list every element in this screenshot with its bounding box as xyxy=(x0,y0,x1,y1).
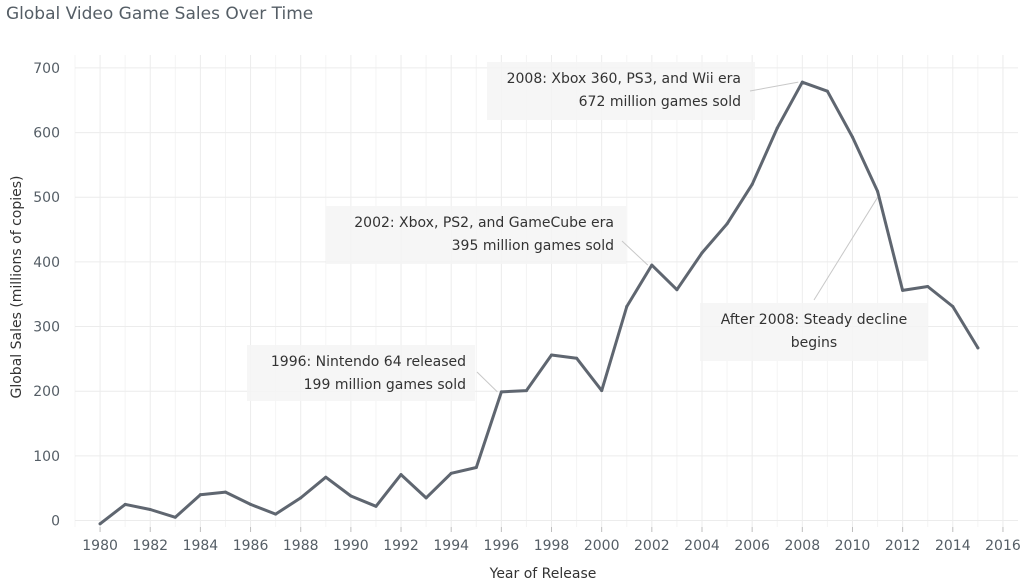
annotation-connector xyxy=(749,81,799,92)
annotation-text: After 2008: Steady decline xyxy=(721,312,908,328)
y-tick-label: 200 xyxy=(33,384,60,400)
data-point-1995 xyxy=(474,466,478,470)
data-point-1991 xyxy=(374,504,378,508)
data-point-1982 xyxy=(148,508,152,512)
data-point-1980 xyxy=(98,522,102,526)
data-point-1994 xyxy=(449,471,453,475)
annotation-box xyxy=(700,303,928,361)
data-point-2009 xyxy=(825,89,829,93)
annotation-text: 395 million games sold xyxy=(452,238,614,254)
data-point-1989 xyxy=(324,475,328,479)
x-tick-label: 1986 xyxy=(233,538,269,554)
y-tick-label: 600 xyxy=(33,126,60,142)
series-line xyxy=(98,80,980,526)
data-point-2012 xyxy=(901,288,905,292)
data-point-2013 xyxy=(926,284,930,288)
data-point-2006 xyxy=(750,182,754,186)
annotation-2002: 2002: Xbox, PS2, and GameCube era 395 mil… xyxy=(326,206,649,266)
data-point-2001 xyxy=(625,305,629,309)
annotation-connector xyxy=(621,240,649,266)
data-point-1985 xyxy=(223,490,227,494)
y-tick-label: 400 xyxy=(33,255,60,271)
x-tick-label: 1982 xyxy=(132,538,168,554)
data-point-1996 xyxy=(499,390,503,394)
data-point-2005 xyxy=(725,222,729,226)
x-tick-label: 2012 xyxy=(885,538,921,554)
annotation-connector xyxy=(476,371,498,393)
annotation-text: 1996: Nintendo 64 released xyxy=(271,354,466,370)
y-tick-label: 700 xyxy=(33,61,60,77)
annotations: 1996: Nintendo 64 released 199 million ga… xyxy=(247,62,928,401)
annotation-text: 199 million games sold xyxy=(304,377,466,393)
annotation-box xyxy=(487,62,755,120)
x-tick-label: 2004 xyxy=(684,538,720,554)
y-tick-label: 300 xyxy=(33,320,60,336)
annotation-2008: 2008: Xbox 360, PS3, and Wii era 672 mill… xyxy=(487,62,799,120)
x-tick-label: 2008 xyxy=(784,538,820,554)
data-point-1988 xyxy=(299,496,303,500)
data-point-1999 xyxy=(575,356,579,360)
x-tick-label: 1984 xyxy=(183,538,219,554)
data-point-1984 xyxy=(198,493,202,497)
data-point-2007 xyxy=(775,126,779,130)
y-tick-label: 500 xyxy=(33,190,60,206)
annotation-text: begins xyxy=(791,335,837,351)
annotation-1996: 1996: Nintendo 64 released 199 million ga… xyxy=(247,345,498,401)
data-point-2000 xyxy=(600,389,604,393)
annotation-text: 2002: Xbox, PS2, and GameCube era xyxy=(354,215,614,231)
x-tick-label: 1998 xyxy=(534,538,570,554)
x-tick-label: 2016 xyxy=(985,538,1021,554)
x-tick-label: 1994 xyxy=(433,538,469,554)
data-point-2010 xyxy=(850,135,854,139)
data-point-1998 xyxy=(550,353,554,357)
x-tick-label: 2010 xyxy=(835,538,871,554)
data-point-1983 xyxy=(173,515,177,519)
series-group xyxy=(98,80,980,526)
y-tick-label: 100 xyxy=(33,449,60,465)
annotation-box xyxy=(247,345,475,401)
data-point-1993 xyxy=(424,496,428,500)
x-tick-label: 1996 xyxy=(484,538,520,554)
data-point-1987 xyxy=(274,512,278,516)
data-point-2008 xyxy=(800,80,804,84)
data-point-1997 xyxy=(524,389,528,393)
annotation-text: 2008: Xbox 360, PS3, and Wii era xyxy=(507,71,741,87)
x-tick-label: 1990 xyxy=(333,538,369,554)
x-tick-label: 2006 xyxy=(734,538,770,554)
data-point-2014 xyxy=(951,305,955,309)
annotation-after-2008: After 2008: Steady decline begins xyxy=(700,197,928,361)
x-tick-label: 2000 xyxy=(584,538,620,554)
data-point-1986 xyxy=(249,502,253,506)
data-point-2015 xyxy=(976,346,980,350)
y-axis-ticks: 0 100 200 300 400 500 600 700 xyxy=(33,61,60,530)
annotation-text: 672 million games sold xyxy=(579,94,741,110)
grid xyxy=(74,55,1018,527)
data-point-2004 xyxy=(700,251,704,255)
annotation-connector xyxy=(813,197,878,301)
x-axis-ticks: 1980 1982 1984 1986 1988 1990 1992 1994 1996 1998… xyxy=(82,527,1021,554)
data-point-2002 xyxy=(650,263,654,267)
x-tick-label: 1992 xyxy=(383,538,419,554)
data-point-1992 xyxy=(399,473,403,477)
data-point-2011 xyxy=(876,189,880,193)
x-axis-title: Year of Release xyxy=(489,566,597,582)
data-point-1981 xyxy=(123,502,127,506)
y-tick-label: 0 xyxy=(51,514,60,530)
data-point-2003 xyxy=(675,288,679,292)
chart-title: Global Video Game Sales Over Time xyxy=(6,4,314,24)
x-tick-label: 1980 xyxy=(82,538,118,554)
data-point-1990 xyxy=(349,494,353,498)
x-tick-label: 2014 xyxy=(935,538,971,554)
x-tick-label: 2002 xyxy=(634,538,670,554)
y-axis-title: Global Sales (millions of copies) xyxy=(9,175,25,398)
annotation-box xyxy=(326,206,626,264)
x-tick-label: 1988 xyxy=(283,538,319,554)
